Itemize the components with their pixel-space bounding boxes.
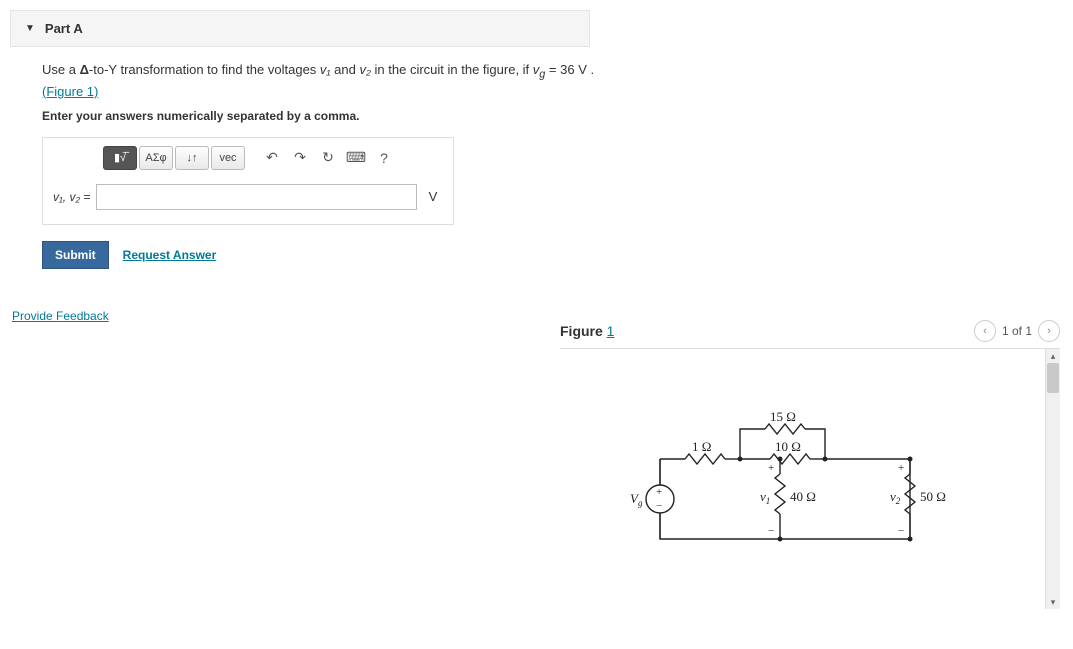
- delta-symbol: Δ: [80, 62, 89, 77]
- v1-minus: −: [768, 525, 774, 537]
- answer-box: ▮√̅ ΑΣφ ↓↑ vec ↶ ↷ ↻ ⌨ ? v₁, v₂ = V: [42, 137, 454, 225]
- actions-row: Submit Request Answer: [42, 241, 602, 269]
- undo-button[interactable]: ↶: [259, 147, 285, 169]
- answer-input[interactable]: [96, 184, 417, 210]
- label-v2: v2: [890, 489, 901, 506]
- subprompt: Enter your answers numerically separated…: [42, 109, 602, 123]
- figure-panel: Figure 1 ‹ 1 of 1 ›: [560, 320, 1060, 609]
- part-header[interactable]: ▼ Part A: [10, 10, 590, 47]
- variable-label: v₁, v₂ =: [53, 190, 90, 204]
- request-answer-link[interactable]: Request Answer: [123, 248, 217, 262]
- figure-area: 15 Ω 1 Ω 10 Ω 40 Ω 50 Ω Vg + − v1 v2 + −…: [560, 349, 1060, 609]
- label-v1: v1: [760, 489, 770, 506]
- label-r-left: 1 Ω: [692, 439, 711, 454]
- unit-label: V: [423, 189, 443, 204]
- collapse-caret-icon[interactable]: ▼: [25, 23, 35, 34]
- reset-button[interactable]: ↻: [315, 147, 341, 169]
- greek-button[interactable]: ΑΣφ: [139, 146, 173, 170]
- part-title: Part A: [45, 21, 83, 36]
- figure-next-button[interactable]: ›: [1038, 320, 1060, 342]
- keyboard-button[interactable]: ⌨: [343, 147, 369, 169]
- label-vg: Vg: [630, 491, 643, 508]
- figure-prev-button[interactable]: ‹: [974, 320, 996, 342]
- label-r-right: 10 Ω: [775, 439, 801, 454]
- v2-minus: −: [898, 525, 904, 537]
- question-body: Use a Δ-to-Y transformation to find the …: [42, 61, 602, 269]
- equation-toolbar: ▮√̅ ΑΣφ ↓↑ vec ↶ ↷ ↻ ⌨ ?: [43, 138, 453, 178]
- figure-scrollbar[interactable]: ▴ ▾: [1045, 349, 1060, 609]
- source-minus: −: [656, 500, 662, 512]
- prompt-mid2: in the circuit in the figure, if: [371, 62, 533, 77]
- figure-title: Figure 1: [560, 323, 614, 339]
- prompt-prefix: Use a: [42, 62, 80, 77]
- var-v1: v₁: [320, 62, 331, 77]
- figure-number[interactable]: 1: [607, 323, 615, 339]
- scroll-down-icon[interactable]: ▾: [1046, 595, 1060, 609]
- prompt-text: Use a Δ-to-Y transformation to find the …: [42, 61, 602, 101]
- label-r-out: 50 Ω: [920, 489, 946, 504]
- figure-counter: 1 of 1: [1002, 324, 1032, 338]
- submit-button[interactable]: Submit: [42, 241, 109, 269]
- templates-button[interactable]: ▮√̅: [103, 146, 137, 170]
- figure-link[interactable]: (Figure 1): [42, 84, 98, 99]
- label-r-top: 15 Ω: [770, 409, 796, 424]
- v2-plus: +: [898, 462, 904, 474]
- label-r-mid: 40 Ω: [790, 489, 816, 504]
- input-row: v₁, v₂ = V: [43, 178, 453, 224]
- scroll-up-icon[interactable]: ▴: [1046, 349, 1060, 363]
- circuit-diagram: 15 Ω 1 Ω 10 Ω 40 Ω 50 Ω Vg + − v1 v2 + −…: [630, 409, 950, 579]
- figure-title-text: Figure: [560, 323, 603, 339]
- prompt-and: and: [331, 62, 360, 77]
- figure-nav: ‹ 1 of 1 ›: [974, 320, 1060, 342]
- subsup-button[interactable]: ↓↑: [175, 146, 209, 170]
- scroll-thumb[interactable]: [1047, 363, 1059, 393]
- vec-button[interactable]: vec: [211, 146, 245, 170]
- v1-plus: +: [768, 462, 774, 474]
- var-v2: v₂: [359, 62, 370, 77]
- prompt-mid: -to-Y transformation to find the voltage…: [89, 62, 320, 77]
- figure-header: Figure 1 ‹ 1 of 1 ›: [560, 320, 1060, 349]
- source-plus: +: [656, 486, 662, 498]
- prompt-eq: = 36 V .: [545, 62, 594, 77]
- help-button[interactable]: ?: [371, 147, 397, 169]
- redo-button[interactable]: ↷: [287, 147, 313, 169]
